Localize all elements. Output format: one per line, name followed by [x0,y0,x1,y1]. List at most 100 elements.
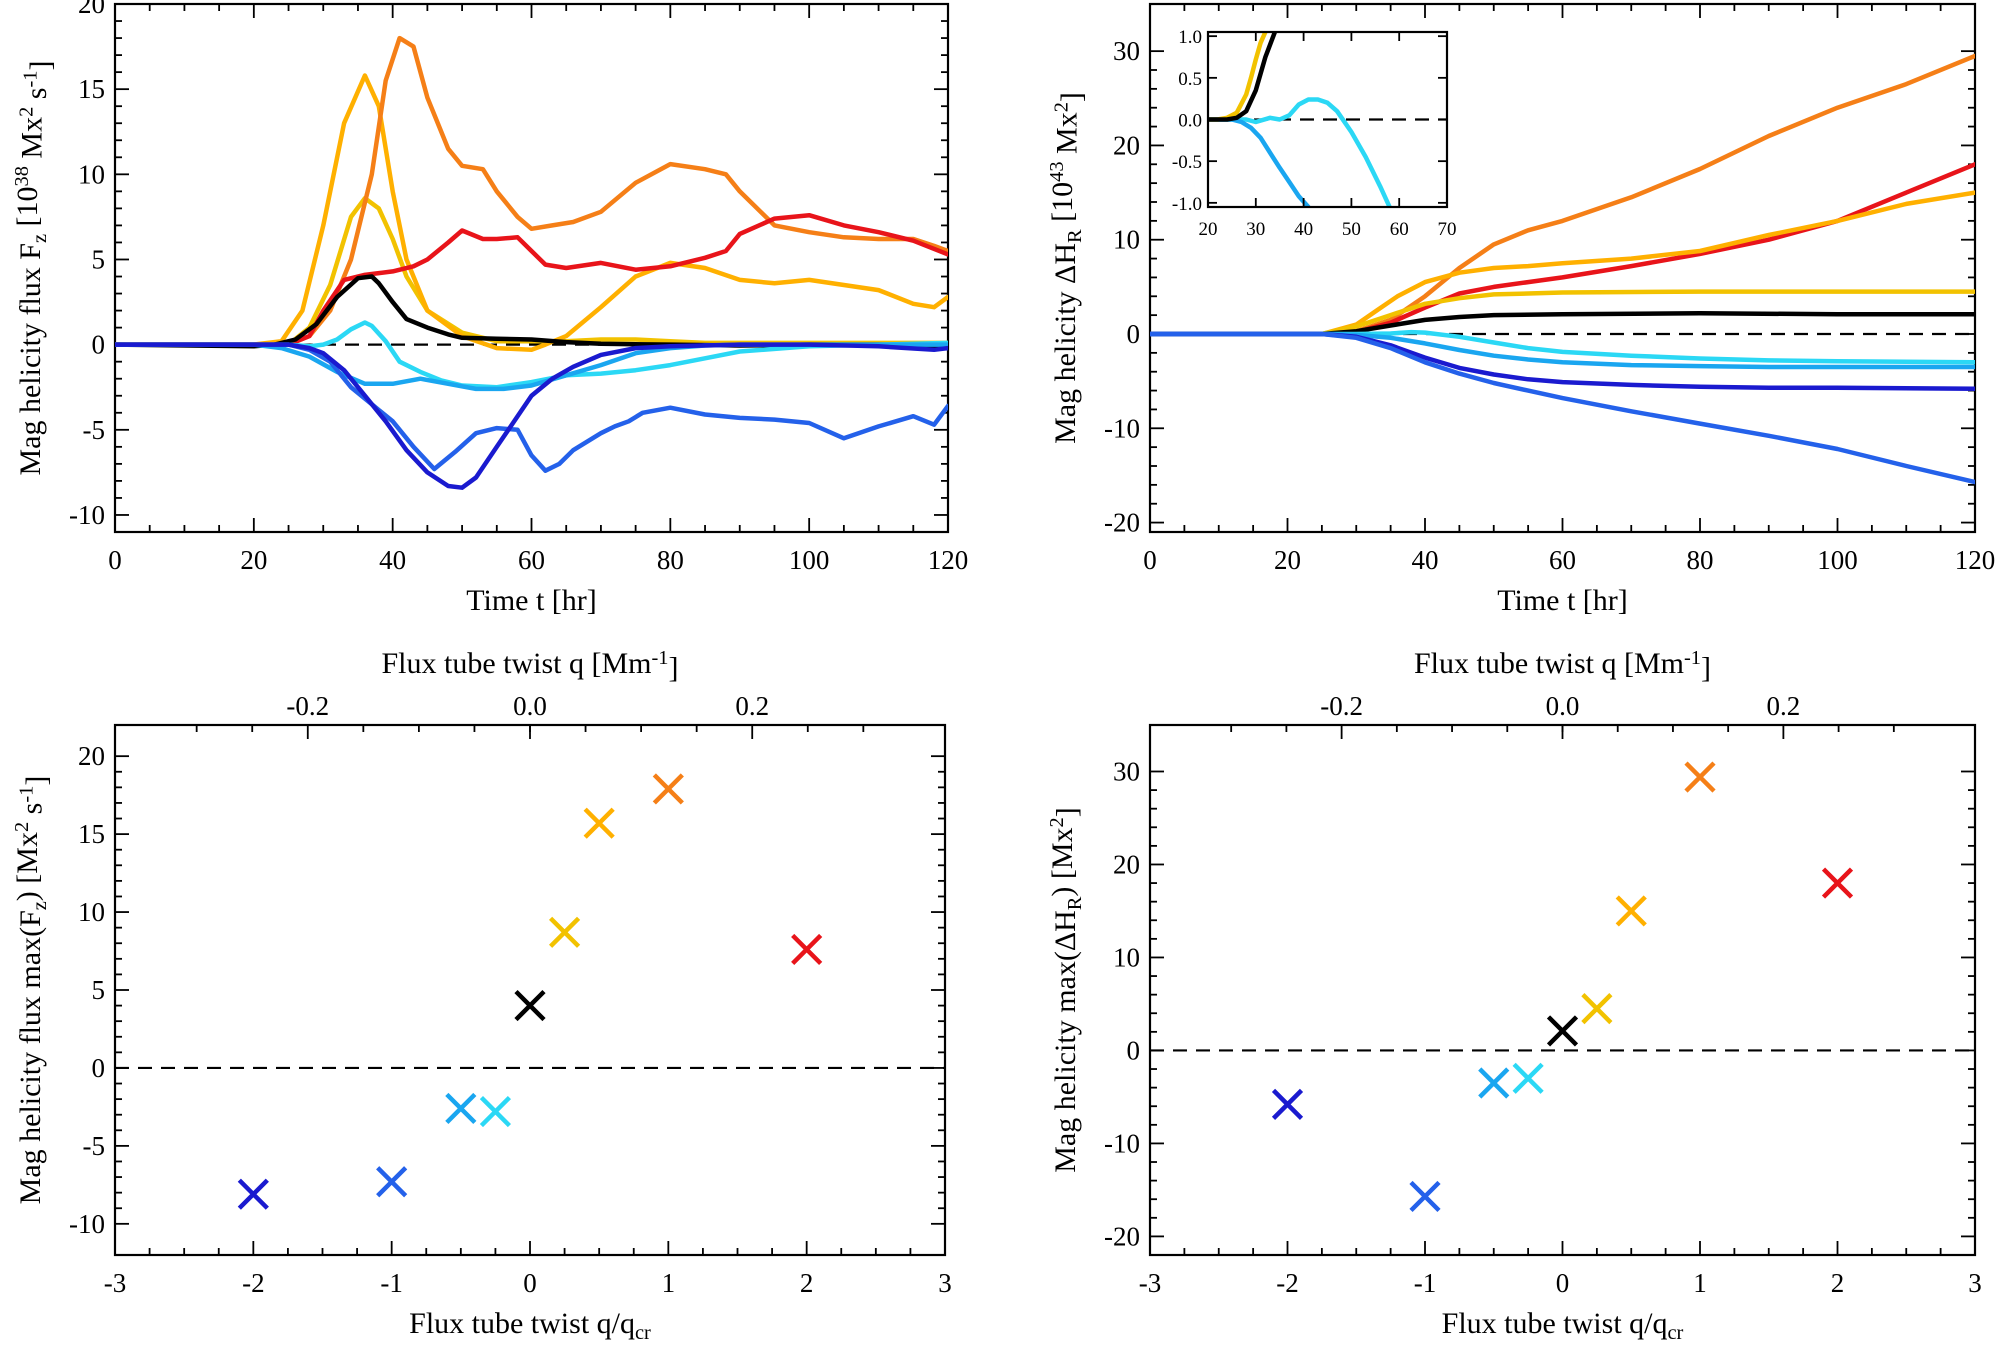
top-x-tick-label: -0.2 [286,691,329,721]
x-marker [548,916,581,948]
top-x-axis-label: Flux tube twist q [Mm-1] [1414,647,1711,685]
x-marker [1409,1180,1441,1213]
x-tick-label: 1 [662,1268,676,1298]
inset-plot: 20 30 40 50 60 70 -1.0 -0.5 0.0 0.5 1.0 [1172,27,1457,240]
series-line [115,73,948,353]
y-tick-label: 30 [1113,36,1140,66]
x-tick-label: 20 [1274,545,1301,575]
y-tick-label: 5 [92,244,106,274]
markers-group [237,773,823,1210]
x-marker [237,1178,269,1210]
y-tick-label: -20 [1104,508,1140,538]
y-tick-label: 5 [92,975,106,1005]
plot-frame [113,723,947,1257]
x-tick-label: -3 [1139,1268,1162,1298]
x-tick-label: -1 [380,1268,403,1298]
x-tick-label: 100 [789,545,830,575]
inset-series-group [1208,32,1392,207]
top-x-tick-label: 0.0 [1546,691,1580,721]
x-tick-label: 1 [1693,1268,1707,1298]
x-tick-label: 0 [1143,545,1157,575]
y-axis-label: Mag helicity flux Fz [1038 Mx2 s-1] [11,60,57,475]
x-tick-label: 60 [518,545,545,575]
x-marker [445,1092,477,1125]
y-axis-label: Mag helicity flux max(Fz) [Mx2 s-1] [11,776,53,1205]
y-tick-label: 20 [78,0,105,19]
inset-y-tick-label: -1.0 [1172,194,1202,215]
inset-y-tick-label: 0.5 [1178,69,1202,90]
x-axis-label: Flux tube twist q/qcr [1442,1307,1684,1344]
series-line [115,274,948,349]
y-tick-label: 10 [78,897,105,927]
x-tick-label: 0 [523,1268,537,1298]
x-axis-label: Time t [hr] [1497,584,1628,617]
x-axis-label: Flux tube twist q/qcr [409,1307,651,1344]
x-tick-label: 100 [1817,545,1858,575]
top-x-tick-label: 0.2 [1767,691,1801,721]
series-group [115,35,948,490]
series-line [1150,331,1975,485]
x-marker [1546,1015,1579,1047]
top-x-axis-label: Flux tube twist q [Mm-1] [381,647,678,685]
inset-x-tick-label: 30 [1246,219,1265,240]
y-axis-label: Mag helicity max(ΔHR) [Mx2] [1046,807,1086,1173]
x-tick-label: 80 [657,545,684,575]
x-tick-label: 60 [1549,545,1576,575]
panel-helicity-flux-vs-time: 0 20 40 60 80 100 120 -10 -5 0 5 10 15 20 Time t [hr] M… [11,0,968,617]
x-tick-label: -3 [104,1268,127,1298]
inset-x-tick-label: 40 [1294,219,1313,240]
top-x-tick-label: -0.2 [1320,691,1363,721]
series-line [1150,329,1975,365]
inset-x-tick-label: 50 [1342,219,1361,240]
x-marker [1821,867,1854,899]
x-marker [652,773,684,805]
x-marker [1271,1088,1304,1120]
y-tick-label: 10 [78,159,105,189]
x-tick-label: -2 [1276,1268,1299,1298]
y-tick-label: 10 [1113,225,1140,255]
markers-group [1271,761,1854,1213]
series-group [1150,53,1975,485]
x-marker [479,1095,512,1128]
series-line [115,212,948,347]
x-tick-label: 0 [108,545,122,575]
x-marker [1478,1067,1510,1099]
inset-x-tick-label: 20 [1199,219,1218,240]
y-tick-label: -10 [69,1209,105,1239]
x-tick-label: 3 [1968,1268,1982,1298]
x-marker [583,807,615,839]
inset-x-tick-label: 70 [1438,219,1457,240]
y-tick-label: -5 [83,1131,106,1161]
series-line [1150,311,1975,337]
y-axis-label: Mag helicity ΔHR [1043 Mx2] [1046,92,1088,444]
y-tick-label: 20 [78,741,105,771]
x-marker [1581,993,1613,1025]
x-tick-label: 0 [1556,1268,1570,1298]
x-tick-label: 80 [1687,545,1714,575]
x-tick-label: 2 [800,1268,814,1298]
plot-frame [1148,723,1977,1257]
y-tick-label: -10 [1104,413,1140,443]
y-tick-label: 15 [78,819,105,849]
inset-y-tick-label: 1.0 [1178,27,1202,48]
x-axis-label: Time t [hr] [466,584,597,617]
x-tick-label: 2 [1831,1268,1845,1298]
x-tick-label: 20 [240,545,267,575]
inset-x-tick-label: 60 [1390,219,1409,240]
panel-helicity-vs-time: 0 20 40 60 80 100 120 -20 -10 0 10 20 30 Time t [hr] M… [1046,2,1995,617]
x-marker [791,933,823,966]
x-tick-label: 3 [938,1268,952,1298]
series-line [115,342,948,473]
y-tick-label: -10 [1104,1128,1140,1158]
y-tick-label: -10 [69,500,105,530]
y-tick-label: 0 [92,330,106,360]
series-line [115,195,948,347]
x-marker [1684,761,1716,793]
x-marker [1615,895,1647,927]
y-tick-label: 20 [1113,130,1140,160]
y-tick-label: 20 [1113,849,1140,879]
series-line [115,342,948,490]
